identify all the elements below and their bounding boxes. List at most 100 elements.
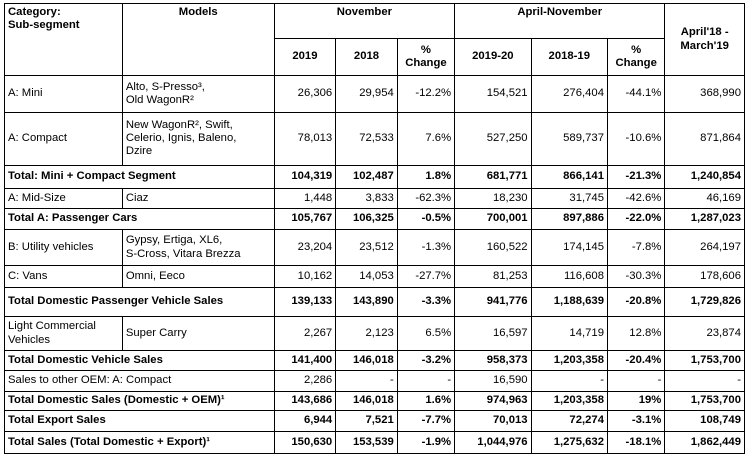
- cell-apr-change: -21.3%: [606, 164, 666, 190]
- cell-nov-2018: 7,521: [335, 410, 398, 432]
- cell-apr-2018-19: 174,145: [530, 228, 608, 267]
- cell-apr-2019-20: 958,373: [454, 350, 532, 372]
- cell-nov-2019: 143,686: [273, 390, 337, 412]
- cell-nov-2019: 2,286: [273, 370, 337, 392]
- cell-apr-2018-19: 1,203,358: [530, 350, 608, 372]
- cell-nov-change: -12.2%: [396, 75, 456, 113]
- row-label: Total Export Sales: [4, 410, 275, 432]
- subheader-nov-2018: 2018: [335, 38, 398, 76]
- cell-nov-2019: 6,944: [273, 410, 337, 432]
- sales-table: Category: Sub-segment Models November Apr…: [4, 3, 745, 454]
- row-label: Light Commercial Vehicles: [4, 316, 123, 352]
- cell-annual: 1,729,826: [664, 286, 745, 318]
- cell-annual: 368,990: [664, 75, 745, 113]
- cell-nov-2019: 10,162: [273, 265, 337, 288]
- cell-nov-change: -1.9%: [396, 430, 456, 454]
- cell-apr-2018-19: 116,608: [530, 265, 608, 288]
- cell-nov-2018: 146,018: [335, 390, 398, 412]
- cell-apr-2018-19: 1,203,358: [530, 390, 608, 412]
- subheader-apr-2018-19: 2018-19: [530, 38, 608, 76]
- row-label: Total A: Passenger Cars: [4, 208, 275, 230]
- cell-apr-2018-19: 1,188,639: [530, 286, 608, 318]
- cell-nov-2018: 14,053: [335, 265, 398, 288]
- cell-apr-2019-20: 154,521: [454, 75, 532, 113]
- cell-nov-change: -0.5%: [396, 208, 456, 230]
- cell-apr-2019-20: 974,963: [454, 390, 532, 412]
- cell-nov-2019: 105,767: [273, 208, 337, 230]
- table-row: A: Mid-Size Ciaz 1,448 3,833 -62.3% 18,230 31,…: [4, 188, 745, 210]
- cell-annual: 1,862,449: [664, 430, 745, 454]
- cell-apr-change: -10.6%: [606, 111, 666, 166]
- cell-apr-2018-19: 72,274: [530, 410, 608, 432]
- table-row: Light Commercial Vehicles Super Carry 2,267…: [4, 316, 745, 352]
- cell-nov-change: -3.2%: [396, 350, 456, 372]
- cell-apr-2018-19: 589,737: [530, 111, 608, 166]
- table-row: Total Domestic Vehicle Sales 141,400 146,0…: [4, 350, 745, 372]
- cell-nov-change: -3.3%: [396, 286, 456, 318]
- cell-annual: 1,753,700: [664, 350, 745, 372]
- table-row: Total A: Passenger Cars 105,767 106,325 -0.…: [4, 208, 745, 230]
- header-annual: April'18 - March'19: [664, 3, 745, 76]
- header-november: November: [273, 3, 456, 39]
- cell-apr-change: -44.1%: [606, 75, 666, 113]
- cell-apr-2019-20: 681,771: [454, 164, 532, 190]
- table-row: A: Compact New WagonR², Swift, Celerio, Ig…: [4, 111, 745, 166]
- cell-nov-2018: 3,833: [335, 188, 398, 210]
- row-label: Total Sales (Total Domestic + Export)¹: [4, 430, 275, 454]
- row-label: B: Utility vehicles: [4, 228, 123, 267]
- cell-apr-2018-19: 14,719: [530, 316, 608, 352]
- cell-apr-2018-19: 276,404: [530, 75, 608, 113]
- cell-nov-2019: 78,013: [273, 111, 337, 166]
- table-row: Sales to other OEM: A: Compact 2,286- -16,…: [4, 370, 745, 392]
- cell-nov-2018: 2,123: [335, 316, 398, 352]
- row-models: Gypsy, Ertiga, XL6, S-Cross, Vitara Brezz…: [121, 228, 275, 267]
- cell-nov-2018: 143,890: [335, 286, 398, 318]
- row-label: Total: Mini + Compact Segment: [4, 164, 275, 190]
- cell-apr-2019-20: 941,776: [454, 286, 532, 318]
- cell-apr-2018-19: 897,886: [530, 208, 608, 230]
- cell-annual: 264,197: [664, 228, 745, 267]
- cell-apr-2019-20: 16,590: [454, 370, 532, 392]
- cell-apr-change: -7.8%: [606, 228, 666, 267]
- cell-apr-2019-20: 16,597: [454, 316, 532, 352]
- cell-apr-2018-19: 866,141: [530, 164, 608, 190]
- cell-nov-2019: 26,306: [273, 75, 337, 113]
- subheader-apr-change: % Change: [606, 38, 666, 76]
- subheader-nov-2019: 2019: [273, 38, 337, 76]
- row-label: Total Domestic Passenger Vehicle Sales: [4, 286, 275, 318]
- table-row: Total Export Sales 6,944 7,521 -7.7% 70,013 7…: [4, 410, 745, 432]
- cell-nov-2019: 150,630: [273, 430, 337, 454]
- cell-apr-change: -18.1%: [606, 430, 666, 454]
- cell-nov-2019: 139,133: [273, 286, 337, 318]
- row-label: A: Mid-Size: [4, 188, 123, 210]
- cell-nov-change: -1.3%: [396, 228, 456, 267]
- table-row: Total Sales (Total Domestic + Export)¹ 15…: [4, 430, 745, 454]
- cell-apr-2018-19: -: [530, 370, 608, 392]
- cell-apr-2019-20: 527,250: [454, 111, 532, 166]
- cell-annual: 23,874: [664, 316, 745, 352]
- cell-nov-change: 7.6%: [396, 111, 456, 166]
- cell-nov-change: 6.5%: [396, 316, 456, 352]
- cell-nov-change: -27.7%: [396, 265, 456, 288]
- subheader-nov-change: % Change: [396, 38, 456, 76]
- row-models: New WagonR², Swift, Celerio, Ignis, Balen…: [121, 111, 275, 166]
- header-april-november: April-November: [454, 3, 666, 39]
- cell-nov-change: -: [396, 370, 456, 392]
- cell-nov-2019: 104,319: [273, 164, 337, 190]
- row-label: Total Domestic Sales (Domestic + OEM)¹: [4, 390, 275, 412]
- cell-nov-change: 1.6%: [396, 390, 456, 412]
- cell-apr-2019-20: 700,001: [454, 208, 532, 230]
- header-models: Models: [121, 3, 275, 76]
- cell-annual: 1,240,854: [664, 164, 745, 190]
- cell-apr-2019-20: 1,044,976: [454, 430, 532, 454]
- cell-nov-2018: 106,325: [335, 208, 398, 230]
- cell-annual: 178,606: [664, 265, 745, 288]
- row-label: A: Compact: [4, 111, 123, 166]
- cell-apr-change: -30.3%: [606, 265, 666, 288]
- row-label: Total Domestic Vehicle Sales: [4, 350, 275, 372]
- row-models: Super Carry: [121, 316, 275, 352]
- cell-apr-change: -20.8%: [606, 286, 666, 318]
- cell-nov-2018: 72,533: [335, 111, 398, 166]
- cell-apr-2019-20: 81,253: [454, 265, 532, 288]
- cell-nov-2019: 141,400: [273, 350, 337, 372]
